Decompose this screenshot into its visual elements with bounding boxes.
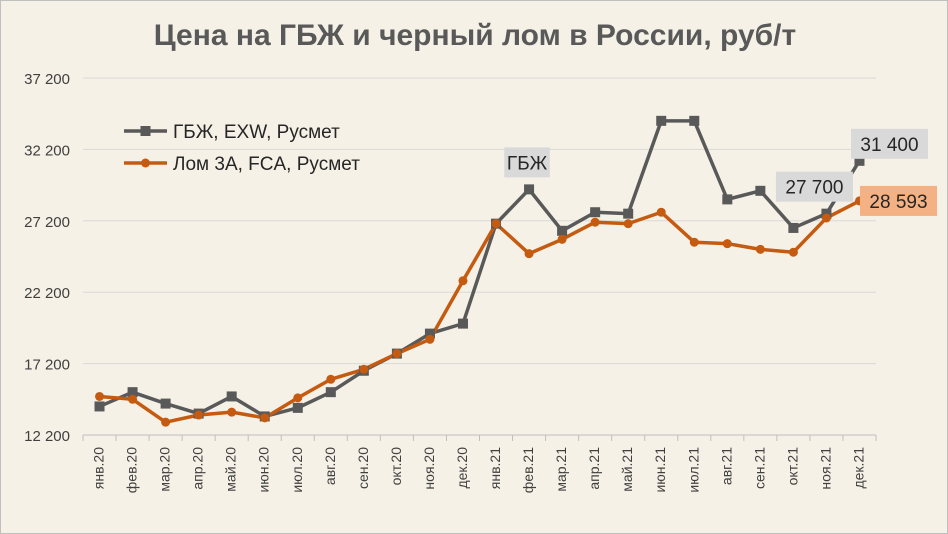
- data-callout-label: 31 400: [860, 135, 918, 156]
- series-1-point: [226, 391, 237, 402]
- series-1-point: [292, 402, 303, 413]
- series-2-point: [392, 349, 402, 359]
- series-2-point: [623, 219, 633, 229]
- series-1-point: [755, 185, 766, 196]
- series-1-point: [623, 208, 634, 219]
- series-1-point: [854, 155, 865, 166]
- series-2-point: [722, 239, 732, 249]
- series-2-point: [821, 213, 831, 223]
- series-1-point: [590, 207, 601, 218]
- series-2-point: [656, 207, 666, 217]
- x-tick-label: июл.20: [289, 447, 305, 493]
- x-tick-label: июн.20: [256, 447, 272, 493]
- x-tick-label: сен.20: [355, 447, 371, 489]
- data-callout-label: 28 593: [869, 192, 927, 213]
- data-callout-box: [859, 185, 937, 216]
- series-2-point: [425, 334, 435, 344]
- legend-marker: [141, 158, 150, 168]
- series-1-point: [160, 398, 171, 409]
- x-tick-label: дек.20: [454, 447, 470, 489]
- series-1-point: [127, 387, 138, 398]
- series-1-point: [722, 194, 733, 205]
- series-line-1: [98, 119, 861, 419]
- series-1-point: [325, 387, 336, 398]
- series-2-point: [788, 247, 798, 257]
- series-1-point: [557, 225, 568, 236]
- series-2-point: [755, 244, 765, 254]
- x-tick-label: фев.20: [124, 447, 140, 493]
- series-2-point: [128, 394, 138, 404]
- y-tick-label: 37 200: [24, 71, 70, 88]
- x-tick-label: янв.21: [487, 447, 503, 489]
- series-2-point: [293, 393, 303, 403]
- x-tick-label: сен.21: [751, 447, 767, 489]
- series-2-point: [95, 391, 105, 401]
- series-1-point: [524, 184, 535, 195]
- x-tick-label: апр.21: [586, 447, 602, 490]
- series-2-point: [689, 237, 699, 247]
- series-1-point: [94, 401, 105, 412]
- y-tick-label: 22 200: [24, 285, 70, 302]
- x-tick-label: ноя.21: [817, 447, 833, 490]
- series-2-point: [590, 217, 600, 227]
- series-2-point: [458, 276, 468, 286]
- x-tick-label: ноя.20: [421, 447, 437, 490]
- series-1-point: [424, 328, 435, 339]
- data-callout-label: ГБЖ: [507, 153, 548, 174]
- x-tick-label: янв.20: [91, 447, 107, 489]
- series-2-point: [557, 234, 567, 244]
- chart-title: Цена на ГБЖ и черный лом в России, руб/т: [153, 19, 797, 52]
- series-line-2: [99, 199, 861, 424]
- x-tick-label: мар.20: [157, 447, 173, 492]
- x-tick-label: дек.21: [850, 447, 866, 489]
- data-callout-label: 27 700: [785, 178, 843, 199]
- legend-marker: [140, 126, 151, 136]
- y-tick-label: 32 200: [24, 142, 70, 159]
- series-2-point: [491, 219, 501, 229]
- series-2-point: [194, 410, 204, 420]
- x-tick-label: май.21: [619, 447, 635, 492]
- x-tick-label: фев.21: [520, 447, 536, 493]
- x-tick-label: окт.21: [784, 447, 800, 486]
- series-1-point: [457, 318, 468, 329]
- series-1-point: [788, 222, 799, 233]
- x-tick-label: июл.21: [685, 447, 701, 493]
- series-1-point: [656, 115, 667, 126]
- series-2-point: [524, 249, 534, 259]
- data-callout-box: [504, 147, 550, 178]
- x-tick-label: июн.21: [652, 447, 668, 493]
- series-2-point: [161, 417, 171, 427]
- series-2-point: [260, 413, 270, 423]
- legend-label-1: ГБЖ, EXW, Русмет: [173, 122, 340, 143]
- series-2-point: [227, 407, 237, 417]
- x-tick-label: мар.21: [553, 447, 569, 492]
- x-tick-label: май.20: [223, 447, 239, 492]
- y-tick-label: 17 200: [24, 357, 70, 374]
- series-2-point: [326, 374, 336, 384]
- x-tick-label: авг.20: [322, 447, 338, 485]
- series-2-point: [359, 364, 369, 374]
- x-tick-label: окт.20: [388, 447, 404, 486]
- y-tick-label: 12 200: [24, 428, 70, 445]
- legend-label-2: Лом 3А, FCA, Русмет: [173, 154, 360, 175]
- series-1-point: [689, 115, 700, 126]
- x-tick-label: апр.20: [190, 447, 206, 490]
- data-callout-box: [775, 171, 853, 202]
- data-callout-box: [850, 128, 928, 159]
- x-tick-label: авг.21: [718, 447, 734, 485]
- y-tick-label: 27 200: [24, 214, 70, 231]
